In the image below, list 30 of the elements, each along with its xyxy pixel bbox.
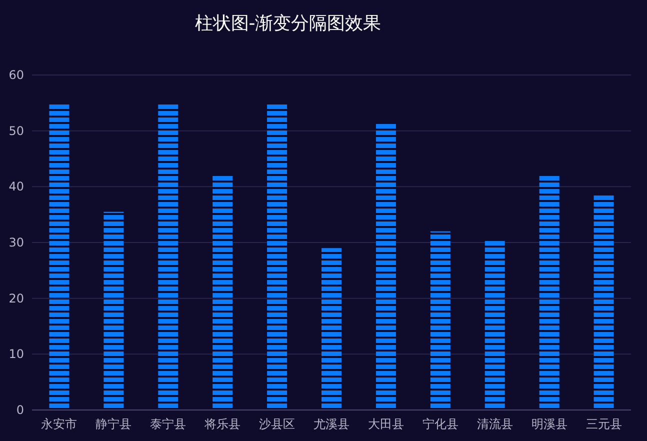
bar <box>594 195 614 410</box>
bar <box>212 176 233 410</box>
y-tick-label: 50 <box>8 124 24 138</box>
bar <box>539 176 560 410</box>
x-tick-label: 将乐县 <box>204 417 241 431</box>
y-tick-label: 20 <box>8 291 24 306</box>
chart-title: 柱状图-渐变分隔图效果 <box>194 13 382 34</box>
x-tick-label: 三元县 <box>586 417 622 431</box>
x-tick-label: 尤溪县 <box>314 417 350 431</box>
y-tick-label: 0 <box>16 403 24 417</box>
bar <box>484 240 505 410</box>
bar <box>376 122 396 410</box>
x-tick-label: 清流县 <box>476 417 513 431</box>
bar <box>267 102 288 410</box>
x-tick-label: 宁化县 <box>422 417 458 431</box>
bar <box>49 102 70 410</box>
x-tick-label: 静宁县 <box>96 417 132 431</box>
y-tick-label: 10 <box>8 347 24 362</box>
bar <box>430 231 450 410</box>
bar <box>322 248 342 410</box>
y-tick-label: 30 <box>8 236 24 250</box>
y-tick-label: 40 <box>8 180 24 194</box>
x-tick-label: 永安市 <box>41 417 78 431</box>
bar <box>158 102 178 410</box>
x-tick-label: 明溪县 <box>531 417 568 431</box>
bar <box>104 212 124 410</box>
y-tick-label: 60 <box>8 68 24 82</box>
x-tick-label: 沙县区 <box>259 417 296 431</box>
x-tick-label: 大田县 <box>368 417 404 431</box>
x-tick-label: 泰宁县 <box>150 417 186 431</box>
